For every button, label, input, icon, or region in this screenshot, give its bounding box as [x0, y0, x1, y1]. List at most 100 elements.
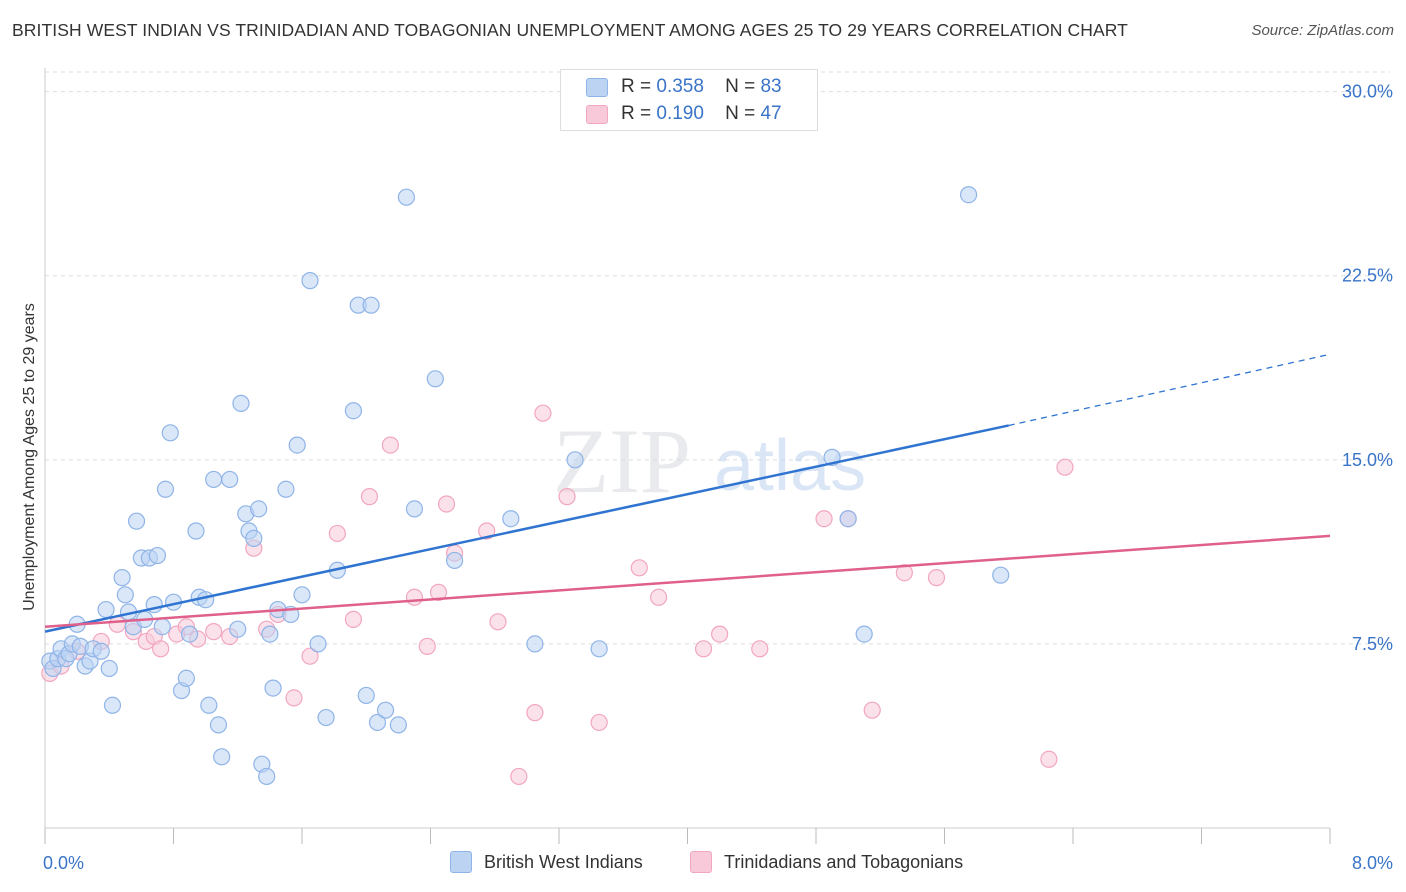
legend-r-value: 0.190 [656, 103, 704, 124]
trend-line-british-west-indians [44, 424, 1010, 633]
point-trinidadians [630, 559, 648, 577]
point-british-west-indians [200, 696, 218, 714]
x-tick-label: 0.0% [43, 853, 84, 873]
watermark: ZIP atlas [553, 410, 866, 512]
trend-line-trinidadians [44, 534, 1331, 628]
point-trinidadians [534, 404, 552, 422]
y-axis-label: Unemployment Among Ages 25 to 29 years [21, 303, 38, 611]
point-trinidadians [108, 615, 126, 633]
point-british-west-indians [362, 296, 380, 314]
point-trinidadians [815, 510, 833, 528]
legend-swatch-blue [586, 77, 608, 97]
point-british-west-indians [97, 600, 115, 619]
point-british-west-indians [156, 480, 175, 498]
point-british-west-indians [288, 436, 306, 454]
grid-lines [45, 71, 1390, 645]
point-british-west-indians [526, 635, 544, 653]
legend-n-value: 83 [760, 76, 782, 97]
point-british-west-indians [148, 546, 167, 565]
point-trinidadians [1040, 750, 1058, 768]
point-british-west-indians [376, 701, 395, 719]
point-trinidadians [694, 640, 713, 658]
legend-item-trinidadians: Trinidadians and Tobagonians [690, 851, 963, 873]
point-british-west-indians [959, 186, 978, 204]
point-trinidadians [711, 625, 729, 643]
legend-r-label: R = [621, 103, 652, 124]
point-british-west-indians [213, 748, 231, 766]
point-trinidadians [285, 689, 303, 707]
point-trinidadians [1056, 458, 1074, 476]
point-trinidadians [152, 640, 170, 658]
point-british-west-indians [277, 480, 295, 498]
source-label: Source: ZipAtlas.com [1251, 22, 1394, 39]
legend-swatch-pink [586, 104, 608, 124]
point-british-west-indians [250, 500, 268, 518]
point-trinidadians [751, 640, 769, 658]
y-tick-label: 30.0% [1342, 82, 1393, 102]
point-trinidadians [344, 610, 362, 628]
trend-line-extension [1008, 353, 1331, 427]
tick-labels: 7.5% 15.0% 22.5% 30.0% 0.0% 8.0% [43, 82, 1393, 873]
legend-swatch-pink [690, 851, 712, 873]
point-trinidadians [418, 637, 436, 655]
point-british-west-indians [293, 586, 311, 604]
point-british-west-indians [264, 679, 282, 697]
point-trinidadians [489, 613, 507, 631]
point-british-west-indians [92, 642, 110, 660]
point-british-west-indians [221, 470, 239, 489]
point-british-west-indians [209, 716, 228, 734]
point-british-west-indians [389, 716, 407, 734]
point-british-west-indians [177, 669, 195, 687]
point-british-west-indians [301, 272, 319, 290]
point-trinidadians [301, 647, 319, 665]
legend-row-trinidadians: R = 0.190 N = 47 [586, 103, 782, 125]
point-british-west-indians [116, 586, 134, 604]
point-british-west-indians [180, 625, 199, 643]
point-trinidadians [927, 569, 946, 587]
point-trinidadians [558, 488, 576, 506]
point-british-west-indians [258, 767, 276, 786]
x-tick-label: 8.0% [1352, 853, 1393, 873]
point-british-west-indians [426, 370, 444, 388]
point-trinidadians [895, 564, 913, 582]
point-british-west-indians [187, 522, 205, 540]
point-british-west-indians [103, 696, 122, 714]
point-british-west-indians [405, 500, 424, 518]
point-trinidadians [360, 488, 379, 506]
point-british-west-indians [229, 620, 247, 638]
point-british-west-indians [590, 640, 608, 658]
legend-r-label: R = [621, 76, 652, 97]
trend-lines [44, 353, 1331, 633]
y-tick-label: 22.5% [1342, 266, 1393, 286]
chart-title: BRITISH WEST INDIAN VS TRINIDADIAN AND T… [12, 20, 1128, 40]
watermark-atlas: atlas [714, 426, 866, 506]
legend-n-label: N = [725, 103, 756, 124]
legend-swatch-blue [450, 851, 472, 873]
point-british-west-indians [127, 512, 146, 530]
point-trinidadians [429, 583, 448, 601]
point-british-west-indians [232, 394, 250, 412]
point-british-west-indians [100, 659, 118, 678]
point-british-west-indians [309, 635, 327, 653]
point-trinidadians [510, 767, 528, 786]
point-british-west-indians [205, 470, 223, 489]
point-british-west-indians [566, 451, 584, 469]
point-trinidadians [437, 495, 456, 513]
point-trinidadians [478, 522, 496, 540]
legend-item-british-west-indians: British West Indians [450, 851, 643, 873]
point-trinidadians [526, 704, 544, 722]
point-british-west-indians [855, 625, 873, 643]
point-british-west-indians [397, 188, 416, 206]
point-british-west-indians [839, 510, 857, 528]
point-trinidadians [863, 701, 881, 719]
legend-row-british-west-indians: R = 0.358 N = 83 [586, 76, 782, 98]
point-british-west-indians [245, 529, 263, 547]
data-points [41, 186, 1074, 786]
axes [44, 68, 1331, 844]
y-tick-label: 7.5% [1352, 634, 1393, 654]
point-british-west-indians [161, 424, 179, 442]
point-trinidadians [381, 436, 399, 454]
legend-label: British West Indians [484, 851, 643, 872]
point-british-west-indians [357, 686, 375, 705]
